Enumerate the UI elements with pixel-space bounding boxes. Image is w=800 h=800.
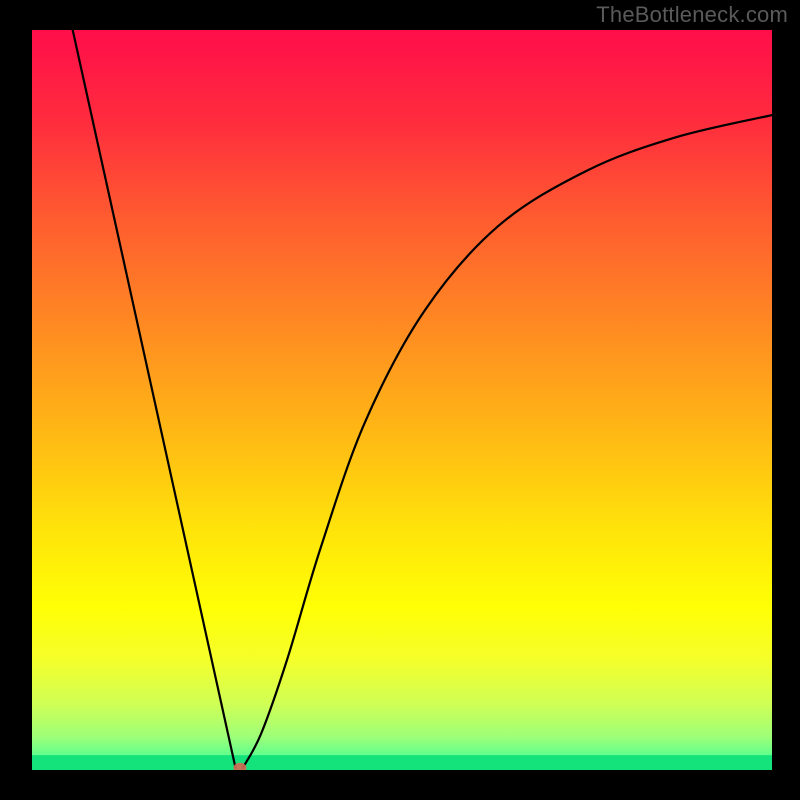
watermark-text: TheBottleneck.com — [596, 2, 788, 28]
chart-frame: TheBottleneck.com — [0, 0, 800, 800]
bottleneck-chart — [32, 30, 772, 770]
bottom-green-bar — [32, 755, 772, 770]
